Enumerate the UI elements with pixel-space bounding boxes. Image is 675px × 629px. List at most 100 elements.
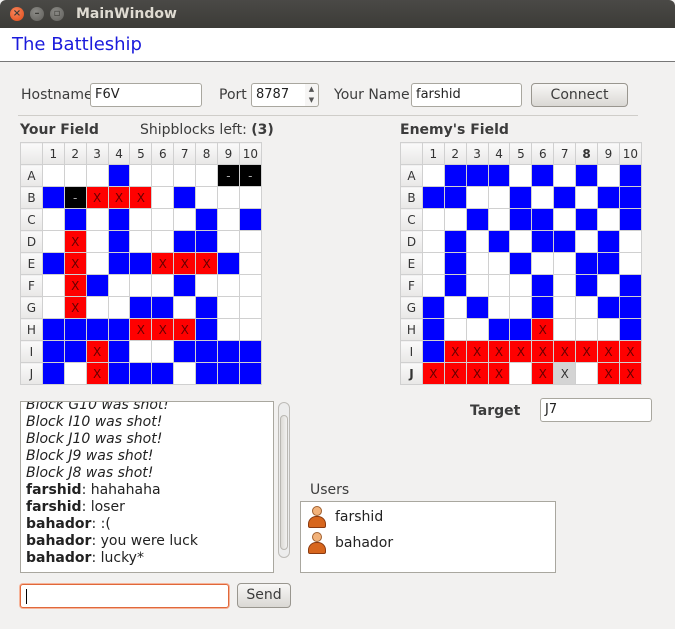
grid-cell[interactable] [575,186,599,209]
grid-cell[interactable] [597,230,620,253]
grid-cell[interactable]: X [597,340,620,363]
grid-cell[interactable] [421,318,445,341]
grid-cell[interactable] [553,274,577,297]
grid-cell[interactable]: X [443,340,467,363]
grid-cell[interactable]: X [618,362,642,385]
close-window-icon[interactable]: × [10,7,24,21]
grid-cell[interactable] [531,208,555,231]
grid-cell[interactable] [575,274,599,297]
name-input[interactable]: farshid [411,83,522,107]
grid-cell[interactable] [487,230,511,253]
grid-cell[interactable] [421,186,445,209]
grid-cell[interactable] [443,208,467,231]
window-titlebar[interactable]: × – ▫ MainWindow [0,0,675,28]
enemy-field-grid[interactable]: 1 2 3 4 5 6 7 8 9 10 A B C D E F G H X I X X X X X X X X X J X X X X X X X X [400,142,642,385]
chevron-up-icon[interactable]: ▲ [308,85,315,93]
grid-cell[interactable] [509,208,533,231]
users-list[interactable]: farshid bahador [300,501,556,573]
grid-cell[interactable] [509,164,533,187]
grid-cell[interactable] [443,252,467,275]
grid-cell[interactable] [575,208,599,231]
grid-cell[interactable] [553,164,577,187]
grid-cell[interactable] [465,274,489,297]
grid-cell[interactable]: X [597,362,620,385]
grid-cell[interactable]: X [443,362,467,385]
grid-cell[interactable] [443,164,467,187]
grid-cell[interactable]: X [531,340,555,363]
grid-cell[interactable] [575,318,599,341]
grid-cell[interactable] [618,186,642,209]
chat-log[interactable]: Block G10 was shot! Block I10 was shot! Bl… [20,401,274,573]
grid-cell[interactable] [465,296,489,319]
grid-cell[interactable] [443,230,467,253]
grid-cell[interactable] [421,252,445,275]
grid-cell[interactable] [531,186,555,209]
grid-cell[interactable]: X [531,318,555,341]
grid-cell[interactable]: X [509,340,533,363]
grid-cell[interactable] [421,340,445,363]
grid-cell[interactable] [421,208,445,231]
grid-cell[interactable] [487,186,511,209]
grid-cell[interactable] [618,318,642,341]
grid-cell[interactable] [597,252,620,275]
grid-cell[interactable] [597,318,620,341]
grid-cell[interactable] [597,296,620,319]
grid-cell[interactable]: X [531,362,555,385]
grid-cell[interactable]: X [487,340,511,363]
grid-cell[interactable] [553,186,577,209]
grid-cell[interactable] [443,274,467,297]
port-input[interactable]: 8787 [251,83,306,107]
grid-cell[interactable] [465,164,489,187]
grid-cell[interactable] [443,318,467,341]
grid-cell[interactable] [531,252,555,275]
grid-cell[interactable] [421,296,445,319]
grid-cell[interactable] [597,208,620,231]
grid-cell[interactable]: X [553,340,577,363]
user-item[interactable]: bahador [307,531,393,555]
send-button[interactable]: Send [237,583,291,608]
grid-cell[interactable] [487,296,511,319]
grid-cell[interactable] [575,164,599,187]
grid-cell[interactable] [597,274,620,297]
maximize-window-icon[interactable]: ▫ [50,7,64,21]
grid-cell[interactable] [487,208,511,231]
grid-cell[interactable] [509,318,533,341]
grid-cell[interactable] [421,230,445,253]
grid-cell[interactable] [618,296,642,319]
grid-cell[interactable]: X [575,340,599,363]
grid-cell[interactable] [465,186,489,209]
grid-cell[interactable] [509,274,533,297]
grid-cell[interactable]: X [465,362,489,385]
grid-cell[interactable] [509,252,533,275]
grid-cell[interactable] [553,230,577,253]
grid-cell[interactable]: X [421,362,445,385]
connect-button[interactable]: Connect [531,83,628,107]
grid-cell[interactable] [575,252,599,275]
grid-cell[interactable] [553,208,577,231]
grid-cell[interactable] [597,186,620,209]
chevron-down-icon[interactable]: ▼ [308,96,315,104]
grid-cell[interactable] [575,230,599,253]
grid-cell[interactable] [618,252,642,275]
grid-cell[interactable] [618,208,642,231]
grid-cell[interactable] [421,274,445,297]
grid-cell[interactable] [443,296,467,319]
hostname-input[interactable]: F6V [90,83,202,107]
grid-cell[interactable] [618,230,642,253]
grid-cell[interactable] [465,208,489,231]
grid-cell[interactable] [531,164,555,187]
grid-cell[interactable] [509,186,533,209]
grid-cell[interactable] [531,296,555,319]
grid-cell[interactable] [487,252,511,275]
scrollbar-thumb[interactable] [280,415,288,550]
grid-cell[interactable]: X [465,340,489,363]
grid-cell[interactable] [597,164,620,187]
grid-cell[interactable] [465,230,489,253]
grid-cell[interactable]: X [553,362,577,385]
grid-cell[interactable] [443,186,467,209]
grid-cell[interactable]: X [618,340,642,363]
grid-cell[interactable] [618,164,642,187]
grid-cell[interactable] [509,296,533,319]
grid-cell[interactable] [553,318,577,341]
grid-cell[interactable] [487,318,511,341]
